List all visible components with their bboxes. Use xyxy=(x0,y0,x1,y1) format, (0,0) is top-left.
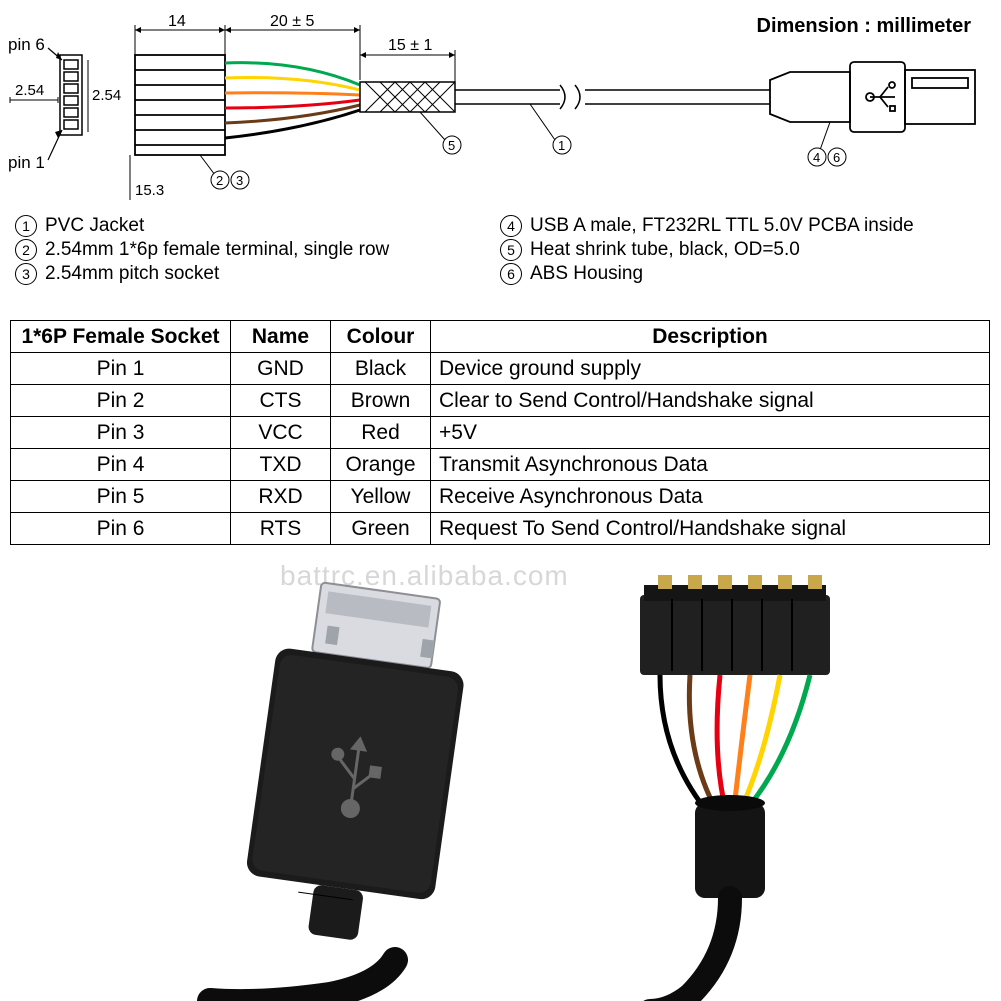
legend-num: 3 xyxy=(15,263,37,285)
th-colour: Colour xyxy=(331,321,431,353)
th-name: Name xyxy=(231,321,331,353)
callout-1: 1 xyxy=(558,138,565,153)
pin1-label: pin 1 xyxy=(8,153,45,172)
cell-socket: Pin 1 xyxy=(11,353,231,385)
legend-text: USB A male, FT232RL TTL 5.0V PCBA inside xyxy=(530,215,914,237)
cell-desc: Receive Asynchronous Data xyxy=(431,481,990,513)
callout-6: 6 xyxy=(833,150,840,165)
cell-desc: Request To Send Control/Handshake signal xyxy=(431,513,990,545)
legend-text: 2.54mm pitch socket xyxy=(45,263,219,285)
cell-desc: +5V xyxy=(431,417,990,449)
cell-socket: Pin 3 xyxy=(11,417,231,449)
cell-desc: Transmit Asynchronous Data xyxy=(431,449,990,481)
pinout-table: 1*6P Female Socket Name Colour Descripti… xyxy=(10,320,990,545)
callout-5: 5 xyxy=(448,138,455,153)
cell-colour: Yellow xyxy=(331,481,431,513)
table-row: Pin 1GNDBlackDevice ground supply xyxy=(11,353,990,385)
callout-4: 4 xyxy=(813,150,820,165)
table-row: Pin 4TXDOrangeTransmit Asynchronous Data xyxy=(11,449,990,481)
legend-text: Heat shrink tube, black, OD=5.0 xyxy=(530,239,800,261)
dim-2-54: 2.54 xyxy=(15,82,44,99)
cell-name: TXD xyxy=(231,449,331,481)
cell-name: RTS xyxy=(231,513,331,545)
cell-colour: Green xyxy=(331,513,431,545)
legend-num: 1 xyxy=(15,215,37,237)
legend-num: 2 xyxy=(15,239,37,261)
legend-num: 4 xyxy=(500,215,522,237)
legend-text: 2.54mm 1*6p female terminal, single row xyxy=(45,239,389,261)
callout-3: 3 xyxy=(236,173,243,188)
legend-text: PVC Jacket xyxy=(45,215,144,237)
dim-15: 15 ± 1 xyxy=(388,37,432,54)
legend-num: 5 xyxy=(500,239,522,261)
cell-socket: Pin 2 xyxy=(11,385,231,417)
dim-14: 14 xyxy=(168,13,186,30)
cell-name: VCC xyxy=(231,417,331,449)
cell-socket: Pin 5 xyxy=(11,481,231,513)
table-row: Pin 2CTSBrownClear to Send Control/Hands… xyxy=(11,385,990,417)
cell-desc: Device ground supply xyxy=(431,353,990,385)
cell-desc: Clear to Send Control/Handshake signal xyxy=(431,385,990,417)
callout-2: 2 xyxy=(216,173,223,188)
cell-socket: Pin 4 xyxy=(11,449,231,481)
cell-name: RXD xyxy=(231,481,331,513)
pin6-label: pin 6 xyxy=(8,35,45,54)
cell-socket: Pin 6 xyxy=(11,513,231,545)
technical-drawing: pin 6 pin 1 2.54 2.54 14 15.3 20 ± 5 xyxy=(0,0,1001,210)
dim-15-3: 15.3 xyxy=(135,182,164,199)
legend-num: 6 xyxy=(500,263,522,285)
table-row: Pin 5RXDYellowReceive Asynchronous Data xyxy=(11,481,990,513)
table-row: Pin 3VCCRed+5V xyxy=(11,417,990,449)
cell-colour: Orange xyxy=(331,449,431,481)
parts-legend: 1 PVC Jacket 2 2.54mm 1*6p female terminal… xyxy=(15,215,985,287)
cell-colour: Brown xyxy=(331,385,431,417)
th-desc: Description xyxy=(431,321,990,353)
product-photo xyxy=(0,565,1001,1001)
legend-text: ABS Housing xyxy=(530,263,643,285)
cell-colour: Red xyxy=(331,417,431,449)
cell-name: GND xyxy=(231,353,331,385)
dim-20: 20 ± 5 xyxy=(270,13,314,30)
dim-2-54v: 2.54 xyxy=(92,87,121,104)
th-socket: 1*6P Female Socket xyxy=(11,321,231,353)
cell-name: CTS xyxy=(231,385,331,417)
cell-colour: Black xyxy=(331,353,431,385)
table-row: Pin 6RTSGreenRequest To Send Control/Han… xyxy=(11,513,990,545)
